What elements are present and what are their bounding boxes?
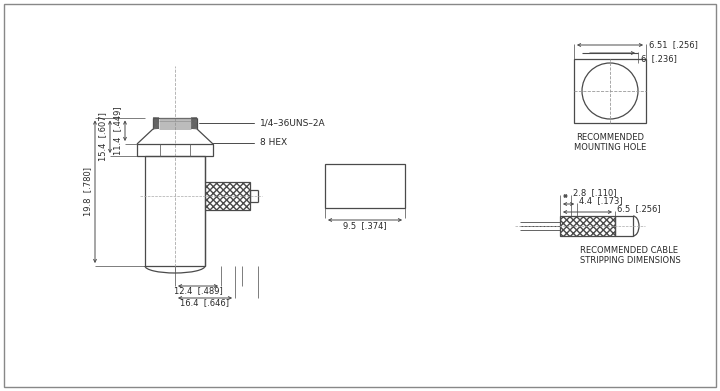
Text: 2.8  [.110]: 2.8 [.110]: [573, 188, 616, 197]
Text: RECOMMENDED
MOUNTING HOLE: RECOMMENDED MOUNTING HOLE: [574, 133, 646, 152]
Bar: [145, 156, 205, 266]
Text: 12.4  [.489]: 12.4 [.489]: [174, 287, 222, 296]
Text: 16.4  [.646]: 16.4 [.646]: [181, 298, 230, 307]
Text: 11.4  [.449]: 11.4 [.449]: [113, 106, 122, 155]
Bar: [560, 216, 615, 236]
Bar: [574, 59, 646, 123]
Bar: [205, 182, 250, 210]
Bar: [615, 216, 633, 236]
Text: 19.8  [.780]: 19.8 [.780]: [83, 167, 92, 216]
Text: 6.5  [.256]: 6.5 [.256]: [617, 204, 661, 213]
Text: 6.51  [.256]: 6.51 [.256]: [649, 41, 698, 50]
Bar: [137, 144, 213, 156]
Text: 15.4  [.607]: 15.4 [.607]: [98, 112, 107, 161]
Bar: [325, 164, 405, 208]
Text: 4.4  [.173]: 4.4 [.173]: [579, 197, 623, 206]
Bar: [205, 182, 250, 210]
Text: 1/4–36UNS–2A: 1/4–36UNS–2A: [199, 118, 325, 127]
Text: 6  [.236]: 6 [.236]: [641, 54, 677, 63]
Text: 8 HEX: 8 HEX: [213, 138, 287, 147]
Text: 9.5  [.374]: 9.5 [.374]: [343, 221, 387, 231]
Text: RECOMMENDED CABLE
STRIPPING DIMENSIONS: RECOMMENDED CABLE STRIPPING DIMENSIONS: [580, 246, 680, 265]
